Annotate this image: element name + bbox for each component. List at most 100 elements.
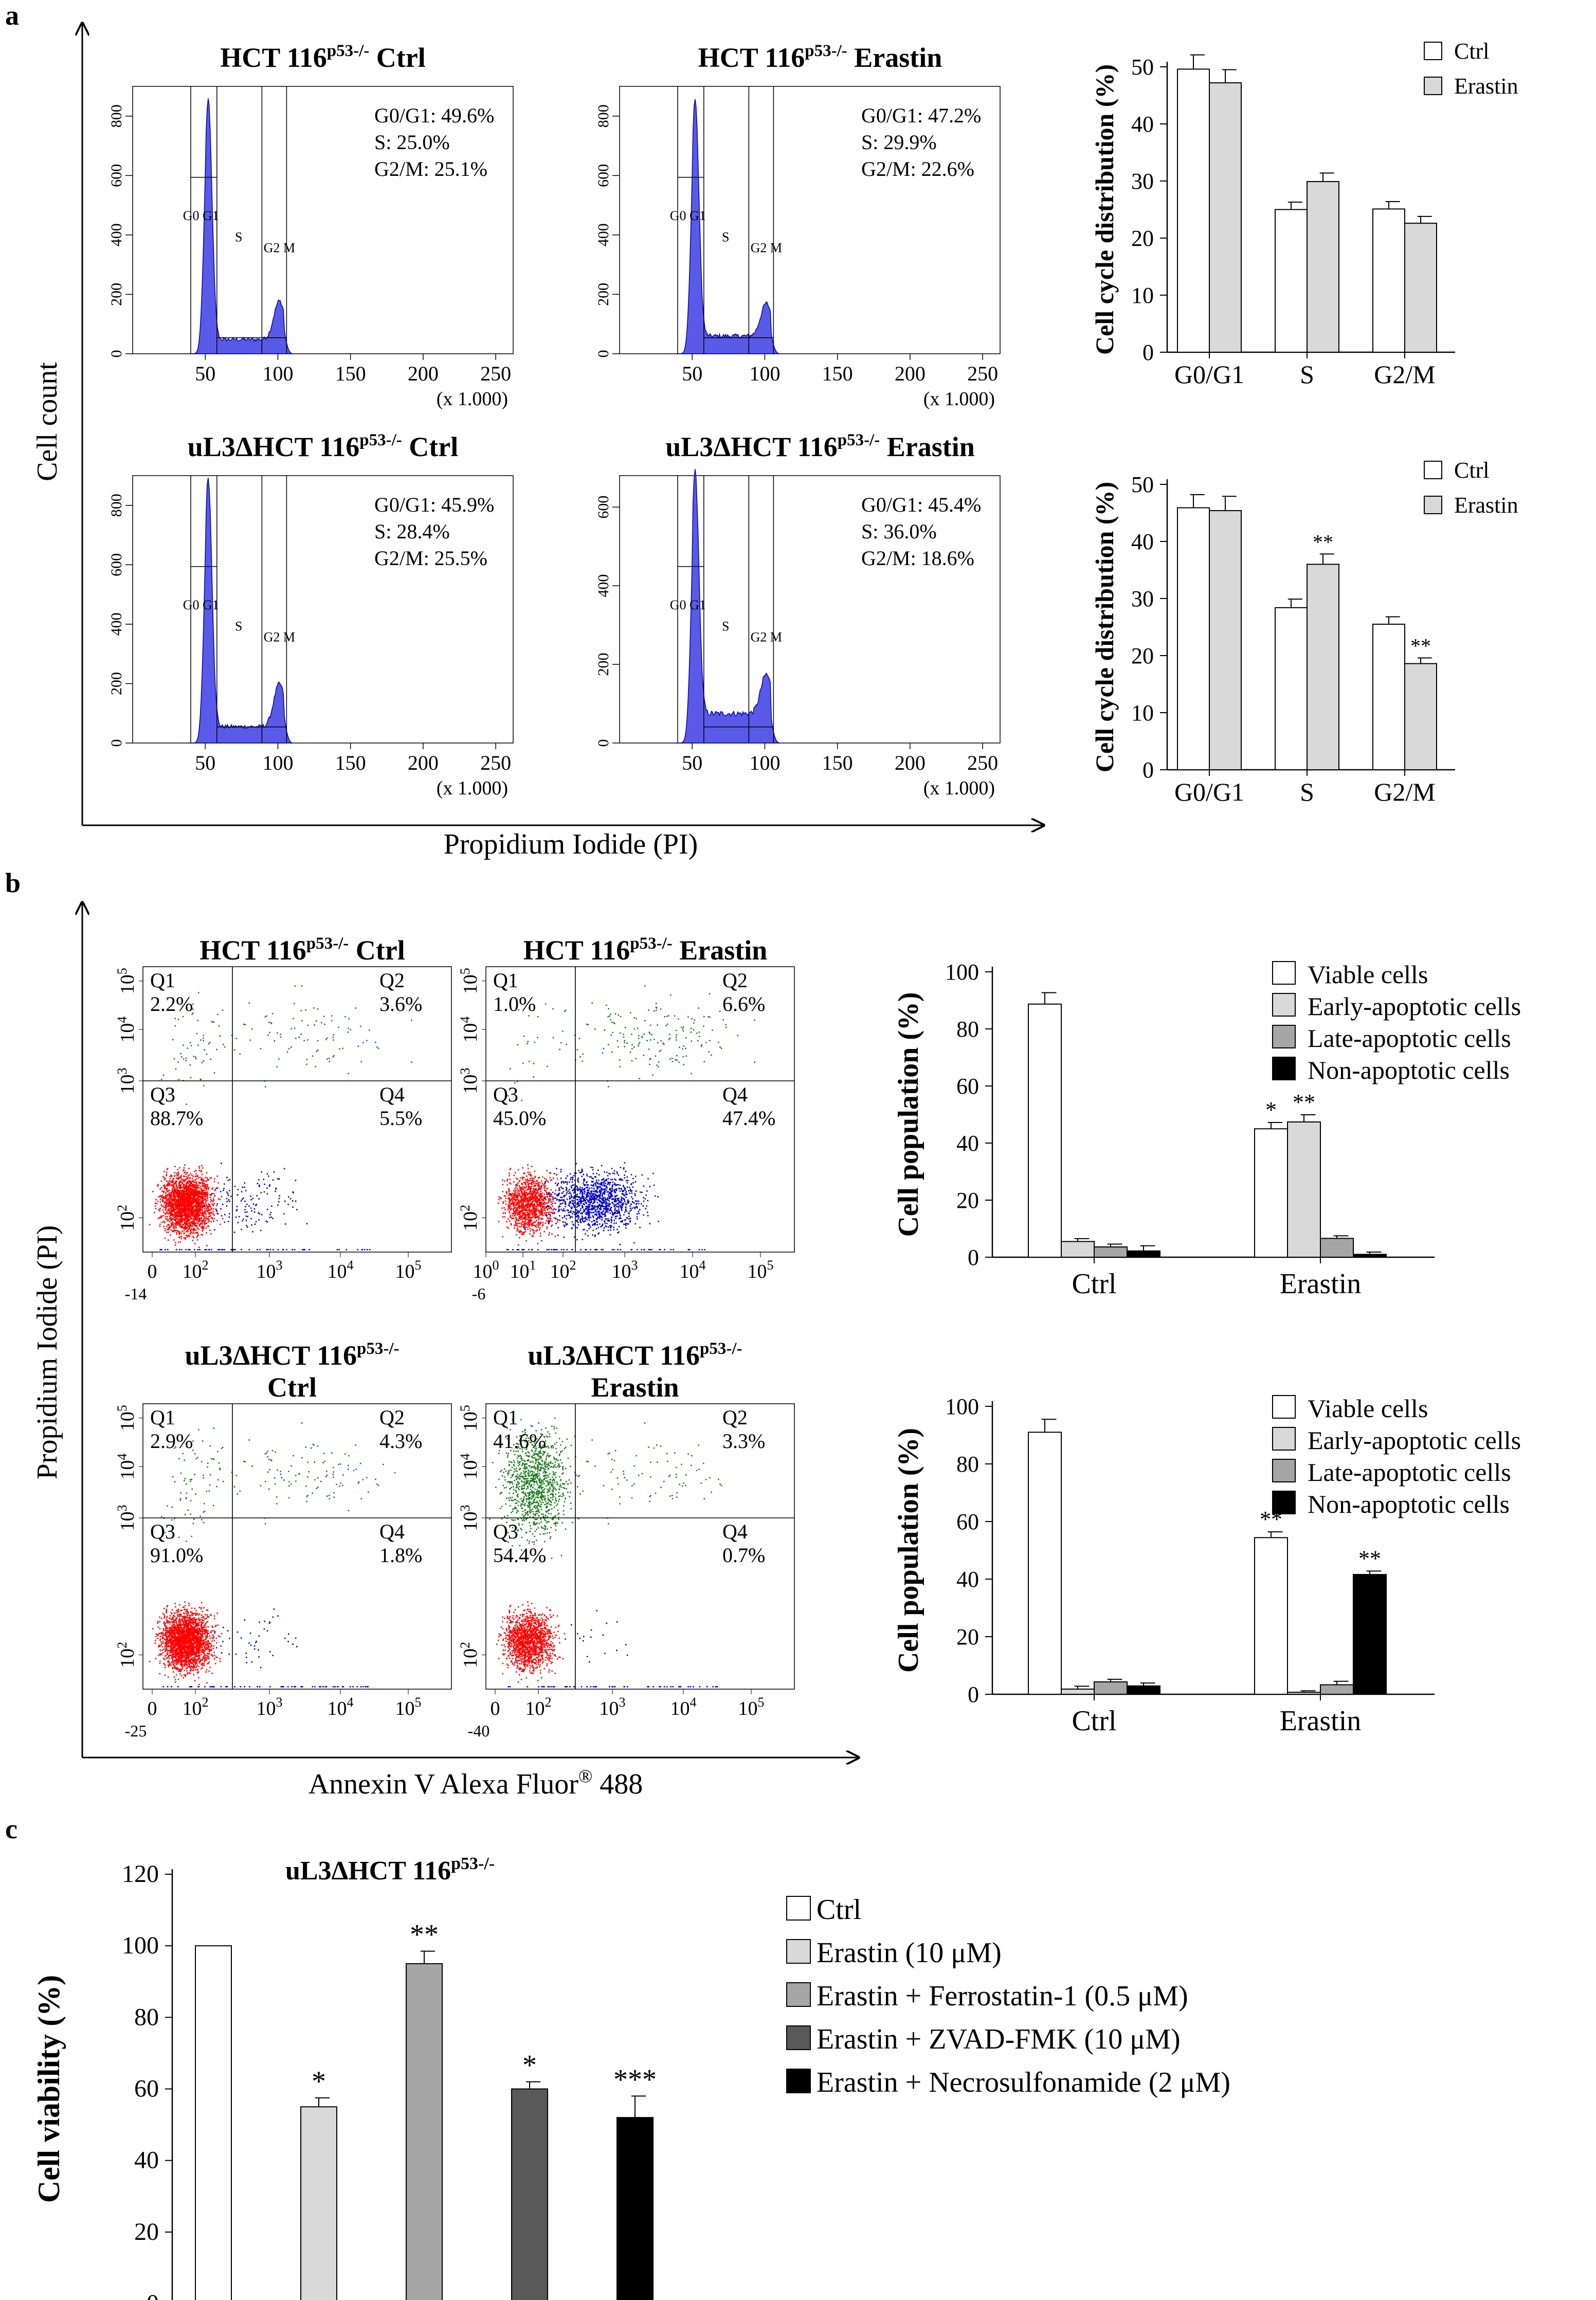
histogram-title-main: uL3ΔHCT 116: [665, 431, 837, 462]
y-axis-title: Cell viability (%): [32, 1975, 66, 2203]
quadrant-percent: 1.0%: [493, 992, 536, 1016]
x-tick-exp: 4: [690, 1695, 697, 1710]
quadrant-percent: 88.7%: [150, 1107, 203, 1130]
y-tick-label: 105: [115, 1405, 138, 1431]
bar: [406, 1963, 443, 2300]
y-tick-label: 0: [147, 2290, 159, 2300]
x-category-label: G2/M: [1374, 360, 1435, 389]
dotplot-1: HCT 116p53-/- CtrlQ12.2%Q23.6%Q388.7%Q45…: [115, 934, 452, 1303]
bar: [1127, 1685, 1160, 1695]
y-tick-label: 100: [945, 1394, 979, 1419]
histogram-curve: [188, 477, 293, 744]
y-tick-label: 30: [1131, 586, 1154, 611]
legend-label: Erastin + Ferrostatin-1 (0.5 μM): [817, 1980, 1188, 2012]
y-tick-exp: 5: [115, 1405, 130, 1411]
x-tick-base: 10: [328, 1698, 347, 1719]
y-tick-label: 40: [956, 1131, 979, 1156]
x-min-label: -6: [472, 1284, 486, 1303]
x-tick-label: 50: [682, 751, 702, 774]
x-tick-base: 10: [328, 1261, 347, 1282]
y-tick-label: 200: [595, 653, 612, 676]
x-tick-exp: 4: [699, 1258, 706, 1273]
dot-cloud: [496, 1601, 566, 1683]
quadrant-percent: 5.5%: [379, 1107, 422, 1130]
quadrant-name: Q4: [379, 1520, 405, 1543]
plot-frame: [485, 966, 795, 1253]
x-scale-note: (x 1.000): [923, 777, 995, 799]
y-tick-exp: 5: [458, 968, 473, 974]
y-tick-label: 200: [108, 672, 125, 695]
legend-swatch: [1424, 496, 1442, 514]
x-tick-label: 200: [895, 751, 926, 774]
histogram-stat: G2/M: 25.1%: [374, 157, 487, 180]
bar: [1254, 1128, 1288, 1258]
quadrant-name: Q2: [379, 1406, 405, 1429]
x-tick-label: 101: [510, 1258, 536, 1282]
histogram-4: uL3ΔHCT 116p53-/- Erastin 0 200 400 600 50 100…: [595, 431, 1001, 799]
y-tick-label: 60: [956, 1509, 979, 1534]
y-tick-label: 103: [115, 1505, 138, 1531]
quadrant-percent: 47.4%: [722, 1107, 775, 1130]
panel-letter-b: b: [5, 867, 21, 898]
x-min-label: -14: [125, 1284, 147, 1303]
y-tick-label: 102: [458, 1205, 481, 1231]
dotplot-title-main: HCT 116: [523, 935, 630, 966]
y-tick-label: 60: [134, 2075, 159, 2103]
histogram-title-sup: p53-/-: [327, 42, 370, 60]
x-tick-label: 104: [680, 1258, 706, 1282]
dotplot-title-post: Ctrl: [349, 935, 405, 966]
quadrant-name: Q1: [150, 969, 175, 992]
histogram-stat: G2/M: 22.6%: [861, 157, 974, 180]
bar: [1353, 1574, 1387, 1695]
histogram-title-post: Erastin: [880, 431, 975, 462]
x-scale-note: (x 1.000): [923, 388, 995, 410]
y-tick-label: 400: [108, 223, 125, 246]
y-tick-label: 0: [1142, 340, 1154, 365]
significance-mark: ***: [613, 2063, 657, 2095]
dotplot-title-line2: Ctrl: [267, 1372, 317, 1403]
y-tick-exp: 2: [458, 1205, 473, 1211]
panel-letter-c: c: [5, 1814, 17, 1844]
quadrant-percent: 0.7%: [722, 1544, 765, 1567]
legend-label: Erastin + ZVAD-FMK (10 μM): [817, 2023, 1181, 2055]
x-tick-label: 50: [195, 751, 215, 774]
gate-label-g2m: G2 M: [751, 629, 782, 644]
significance-mark: *: [312, 2066, 326, 2097]
bar: [1307, 564, 1339, 771]
quadrant-name: Q1: [150, 1406, 175, 1429]
y-tick-base: 10: [460, 1460, 481, 1480]
x-tick-label: 105: [395, 1258, 422, 1282]
legend-label: Late-apoptotic cells: [1308, 1458, 1511, 1487]
legend-label: Erastin + Necrosulfonamide (2 μM): [817, 2067, 1230, 2098]
y-tick-label: 50: [1131, 472, 1154, 497]
legend-swatch: [1272, 993, 1296, 1017]
plot-frame: [132, 475, 514, 744]
y-tick-exp: 4: [115, 1017, 130, 1023]
dotplot-title-main: uL3ΔHCT 116: [528, 1340, 700, 1371]
y-axis-title: Cell population (%): [893, 992, 924, 1237]
x-scale-note: (x 1.000): [437, 777, 508, 799]
x-tick-base: 10: [550, 1261, 570, 1282]
significance-mark: **: [1313, 530, 1333, 553]
y-tick-label: 104: [458, 1454, 481, 1480]
bar: [1404, 223, 1437, 353]
x-tick-exp: 2: [545, 1695, 552, 1710]
quadrant-percent: 1.8%: [379, 1544, 422, 1567]
y-tick-label: 104: [115, 1454, 138, 1480]
y-tick-label: 10: [1131, 700, 1154, 726]
legend-swatch: [786, 2069, 811, 2093]
legend-swatch: [1424, 77, 1442, 95]
x-category-label: Ctrl: [1072, 1268, 1116, 1300]
y-tick-label: 80: [956, 1452, 979, 1477]
x-tick-label: 200: [895, 362, 926, 385]
y-tick-label: 20: [1131, 643, 1154, 668]
x-tick-exp: 4: [347, 1695, 354, 1710]
x-tick-base: 10: [395, 1261, 415, 1282]
y-tick-base: 10: [460, 1211, 481, 1231]
y-tick-label: 20: [134, 2218, 159, 2245]
x-tick-exp: 2: [570, 1258, 576, 1273]
y-tick-label: 105: [115, 968, 138, 994]
panel-b-x-title: Annexin V Alexa Fluor® 488: [309, 1766, 643, 1800]
histogram-stat: S: 36.0%: [861, 520, 937, 543]
quadrant-name: Q3: [493, 1520, 518, 1543]
